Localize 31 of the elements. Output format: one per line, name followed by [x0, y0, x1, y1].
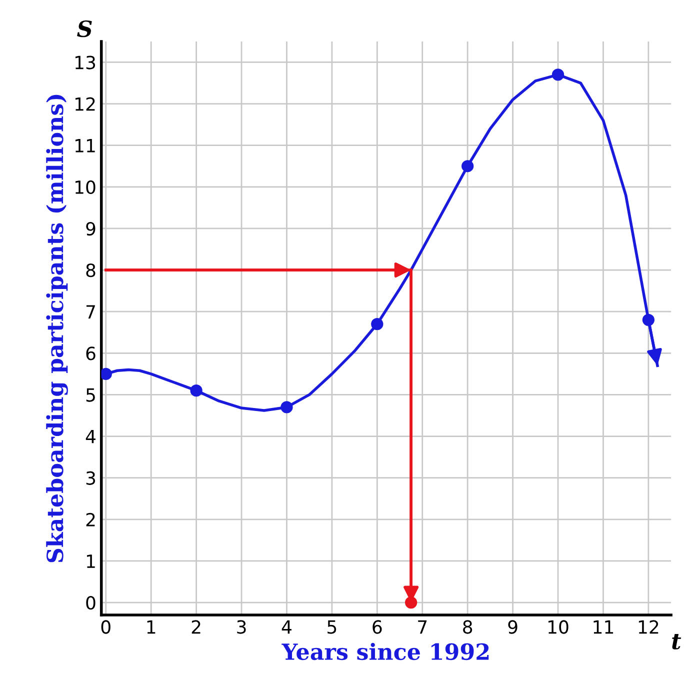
y-tick-label: 9	[86, 222, 96, 236]
y-tick-label: 12	[76, 97, 95, 111]
x-tick-label: 3	[237, 620, 246, 634]
x-tick-label: 12	[638, 620, 658, 634]
x-tick-label: 0	[101, 620, 110, 634]
y-tick-label: 6	[86, 346, 96, 360]
x-tick-label: 9	[508, 620, 518, 634]
x-tick-label: 4	[282, 620, 292, 634]
x-tick-label: 2	[192, 620, 200, 634]
x-tick-label: 7	[418, 620, 427, 634]
x-tick-label: 8	[463, 620, 472, 634]
y-tick-label: 5	[86, 388, 95, 402]
y-tick-label: 13	[76, 56, 96, 70]
x-tick-label: 10	[548, 620, 568, 634]
y-tick-label: 7	[86, 305, 95, 318]
text: S	[77, 20, 92, 38]
x-tick-label: 1	[147, 620, 156, 634]
y-tick-label: 4	[86, 430, 96, 444]
y-tick-label: 8	[86, 264, 96, 278]
x-tick-label: 5	[328, 620, 336, 634]
y-tick-label: 1	[86, 554, 95, 568]
y-tick-label: 3	[86, 471, 96, 485]
text: t	[672, 634, 682, 650]
y-tick-label: 11	[76, 139, 95, 152]
y-tick-label: 0	[86, 596, 96, 610]
x-tick-label: 6	[372, 620, 382, 634]
y-tick-label: 2	[86, 512, 95, 526]
x-axis-title: Years since 1992	[282, 642, 489, 660]
y-tick-label: 10	[76, 180, 96, 194]
x-tick-label: 11	[594, 620, 614, 634]
y-axis-title: Skateboarding participants (millions)	[46, 94, 68, 562]
